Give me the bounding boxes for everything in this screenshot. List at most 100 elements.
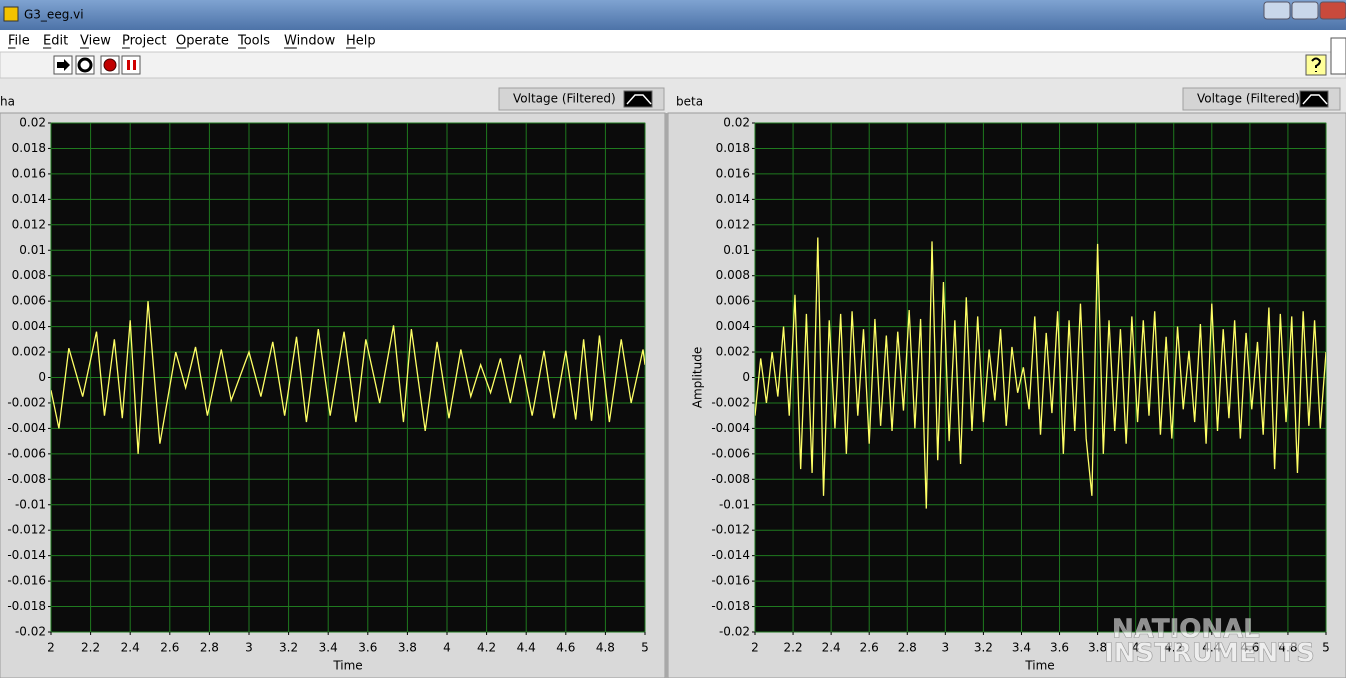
legend-swatch: [1299, 90, 1329, 108]
menu-item[interactable]: Help: [346, 34, 376, 49]
y-tick-label: 0.004: [12, 319, 46, 333]
y-tick-label: 0.018: [12, 141, 46, 155]
x-tick-label: 2.8: [898, 641, 917, 655]
menu-bar: [0, 30, 1346, 52]
y-axis-label: Amplitude: [691, 347, 705, 409]
minimize-button[interactable]: [1263, 1, 1291, 20]
y-tick-label: 0.018: [716, 141, 750, 155]
abort-icon: [103, 58, 117, 72]
x-tick-label: 3: [245, 641, 253, 655]
legend-label: Voltage (Filtered): [1197, 92, 1300, 106]
x-tick-label: 4.8: [1278, 641, 1297, 655]
y-tick-label: 0.002: [12, 345, 46, 359]
y-tick-label: 0.006: [12, 294, 46, 308]
y-tick-label: -0.006: [711, 446, 750, 460]
watermark-text: NATIONAL: [1112, 615, 1260, 645]
y-tick-label: 0.008: [716, 268, 750, 282]
help-icon: [1311, 57, 1322, 72]
x-tick-label: 5: [1322, 641, 1330, 655]
x-tick-label: 2.8: [200, 641, 219, 655]
y-tick-label: -0.008: [7, 472, 46, 486]
menu-item[interactable]: Window: [284, 34, 336, 49]
y-tick-label: -0.016: [7, 574, 46, 588]
x-tick-label: 3.4: [1012, 641, 1031, 655]
y-tick-label: -0.02: [15, 625, 46, 639]
run-icon: [57, 59, 70, 71]
splitter: [665, 113, 668, 678]
maximize-button[interactable]: [1291, 1, 1319, 20]
close-button[interactable]: [1319, 1, 1346, 20]
y-tick-label: -0.012: [711, 523, 750, 537]
y-tick-label: -0.01: [719, 497, 750, 511]
y-tick-label: 0.006: [716, 294, 750, 308]
x-tick-label: 4: [1132, 641, 1140, 655]
menu-item[interactable]: Operate: [176, 34, 229, 49]
series-line: [755, 237, 1326, 509]
x-tick-label: 4.8: [596, 641, 615, 655]
vi-icon: [1330, 37, 1346, 75]
x-tick-label: 2.4: [121, 641, 140, 655]
y-tick-label: 0.014: [12, 192, 46, 206]
y-tick-label: -0.002: [7, 395, 46, 409]
menu-item[interactable]: Project: [122, 34, 166, 49]
menu: File Edit View Project Operate Tools Window Hel…: [8, 34, 376, 49]
y-tick-label: -0.016: [711, 574, 750, 588]
run-continuously-icon: [77, 57, 93, 73]
y-tick-label: -0.018: [711, 599, 750, 613]
x-tick-label: 3.8: [398, 641, 417, 655]
pause-icon: [133, 60, 136, 70]
y-tick-label: -0.008: [711, 472, 750, 486]
watermark-text: INSTRUMENTS: [1104, 639, 1315, 669]
y-tick-label: 0: [38, 370, 46, 384]
y-tick-label: 0.016: [716, 166, 750, 180]
legend-swatch: [623, 90, 653, 108]
y-tick-label: -0.004: [7, 421, 46, 435]
menu-item[interactable]: File: [8, 34, 30, 49]
y-tick-label: 0.004: [716, 319, 750, 333]
x-tick-label: 3.6: [358, 641, 377, 655]
x-tick-label: 4.4: [1202, 641, 1221, 655]
x-tick-label: 2: [751, 641, 759, 655]
y-tick-label: 0.014: [716, 192, 750, 206]
chart-title: beta: [676, 95, 703, 109]
x-tick-label: 4.2: [477, 641, 496, 655]
x-tick-label: 2: [47, 641, 55, 655]
title-bar: [0, 0, 1346, 30]
y-tick-label: 0.012: [12, 217, 46, 231]
legend-icon: [626, 94, 652, 105]
x-tick-label: 2.6: [860, 641, 879, 655]
x-tick-label: 3.8: [1088, 641, 1107, 655]
chart-title: ha: [0, 95, 15, 109]
x-tick-label: 2.4: [822, 641, 841, 655]
y-tick-label: 0.002: [716, 345, 750, 359]
y-tick-label: 0.02: [723, 116, 750, 130]
x-tick-label: 3.2: [974, 641, 993, 655]
pause-button[interactable]: [121, 55, 141, 75]
x-tick-label: 3.2: [279, 641, 298, 655]
menu-item[interactable]: Edit: [43, 34, 68, 49]
y-tick-label: -0.006: [7, 446, 46, 460]
x-tick-label: 4: [443, 641, 451, 655]
series-line: [51, 301, 645, 454]
menu-item[interactable]: View: [80, 34, 111, 49]
x-tick-label: 3.4: [319, 641, 338, 655]
legend-box: [498, 87, 665, 111]
y-tick-label: -0.01: [15, 497, 46, 511]
menu-item[interactable]: Tools: [237, 34, 270, 49]
x-tick-label: 4.2: [1164, 641, 1183, 655]
x-tick-label: 2.2: [81, 641, 100, 655]
y-tick-label: -0.002: [711, 395, 750, 409]
x-tick-label: 4.6: [556, 641, 575, 655]
y-tick-label: -0.014: [7, 548, 46, 562]
y-tick-label: 0.01: [19, 243, 46, 257]
x-tick-label: 3: [942, 641, 950, 655]
legend-icon: [1302, 94, 1328, 105]
x-tick-label: 4.6: [1240, 641, 1259, 655]
y-tick-label: -0.014: [711, 548, 750, 562]
x-tick-label: 3.6: [1050, 641, 1069, 655]
y-tick-label: 0.02: [19, 116, 46, 130]
x-tick-label: 4.4: [517, 641, 536, 655]
x-axis-label: Time: [332, 659, 362, 673]
